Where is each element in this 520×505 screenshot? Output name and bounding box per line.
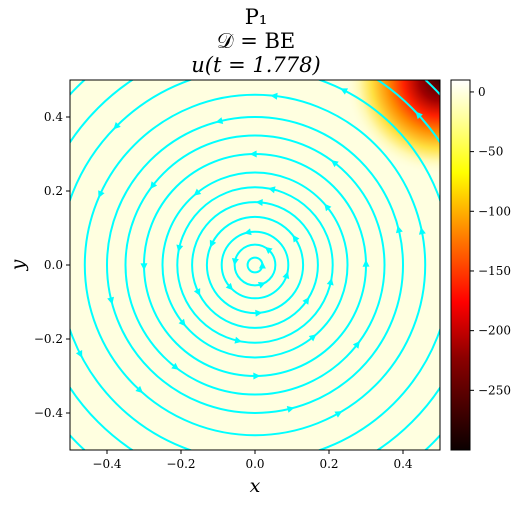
streamline-arrow [118, 474, 126, 481]
streamline-arrow [231, 258, 239, 266]
streamline-arrow [486, 166, 492, 174]
chart-title: P₁ 𝒟 = BE u(t = 1.778) [191, 5, 320, 77]
streamline [176, 186, 334, 344]
streamline-arrow [264, 246, 273, 254]
y-axis-label: y [7, 259, 29, 271]
field-minimum-region [345, 80, 440, 175]
streamline-arrow [282, 271, 290, 280]
streamline-arrow [31, 287, 38, 294]
x-axis-label: x [250, 475, 261, 497]
streamline-arrow [324, 203, 332, 212]
title-line-2: 𝒟 = BE [217, 29, 295, 53]
streamline-arrow [270, 92, 278, 100]
streamline-arrow [209, 239, 217, 248]
streamline [161, 171, 349, 359]
streamline-arrow [178, 318, 186, 327]
streamline-arrow [258, 261, 266, 269]
streamline-arrow [292, 234, 300, 243]
streamline [124, 134, 386, 396]
streamline-arrow [302, 297, 310, 305]
streamline-arrow [140, 263, 148, 271]
colorbar-tick-label: −200 [478, 324, 511, 338]
streamline-arrow [234, 336, 243, 344]
colorbar-ticks: 0 −50 −100 −150 −200 −250 [470, 85, 511, 397]
plot-area: −0.4 −0.2 0.0 0.2 0.4 −0.4 −0.2 0.0 0.2 0.4 [8, 10, 492, 486]
x-tick-label: 0.4 [393, 457, 412, 471]
y-tick-label: −0.4 [34, 406, 64, 420]
streamline [106, 116, 404, 414]
streamline-arrow [176, 244, 184, 253]
streamline-arrow [244, 228, 252, 236]
y-tick-label: 0.2 [44, 184, 63, 198]
streamline [205, 215, 305, 315]
streamline-arrow [255, 198, 263, 206]
streamline-arrow [135, 385, 143, 394]
streamline-arrow [75, 350, 83, 358]
streamline-arrow [253, 372, 261, 380]
colorbar-gradient [450, 79, 471, 451]
streamline-arrow [215, 117, 224, 124]
colorbar-tick-label: −50 [478, 145, 503, 159]
streamline-arrow [362, 259, 370, 267]
y-axis: −0.4 −0.2 0.0 0.2 0.4 [34, 110, 70, 420]
colorbar-tick-label: −150 [478, 264, 511, 278]
streamline-arrow [107, 296, 114, 305]
x-tick-label: −0.2 [166, 457, 195, 471]
streamline-arrow [255, 309, 263, 317]
streamline-arrow [282, 456, 289, 463]
streamline-arrow [267, 186, 276, 194]
streamline-arrow [352, 341, 360, 349]
streamline-arrow [444, 370, 450, 378]
streamline-arrow [415, 111, 423, 120]
streamline-arrow [286, 406, 295, 413]
streamline [191, 201, 319, 329]
colorbar-tick-label: −100 [478, 204, 511, 218]
x-axis: −0.4 −0.2 0.0 0.2 0.4 [92, 450, 413, 471]
streamline-arrow [418, 227, 426, 235]
streamline-arrow [232, 10, 239, 17]
streamline-arrow [331, 160, 339, 168]
x-tick-label: −0.4 [92, 457, 122, 471]
streamline-arrow [225, 282, 234, 291]
streamline-arrow [193, 288, 201, 296]
y-tick-label: 0.0 [44, 258, 63, 272]
streamline-arrow [208, 479, 216, 486]
streamline-arrow [113, 121, 121, 130]
streamline [220, 230, 290, 300]
streamline-arrow [159, 59, 167, 65]
streamline-arrow [8, 201, 15, 209]
streamline-arrow [171, 362, 179, 370]
colorbar-tick-label: −250 [478, 383, 511, 397]
title-line-1: P₁ [245, 5, 268, 29]
streamline-arrow [334, 411, 343, 418]
streamline-arrow [193, 188, 202, 196]
streamline-arrow [340, 88, 349, 95]
streamlines [8, 10, 492, 486]
streamline-arrow [257, 281, 266, 289]
streamline-arrow [249, 150, 257, 158]
title-line-3: u(t = 1.778) [191, 53, 320, 77]
streamline-arrow [326, 277, 334, 286]
colorbar: 0 −50 −100 −150 −200 −250 [450, 79, 511, 451]
x-tick-label: 0.2 [319, 457, 338, 471]
y-tick-label: 0.4 [44, 110, 63, 124]
streamline-arrow [396, 225, 403, 234]
streamline-arrow [98, 190, 105, 199]
colorbar-tick-label: 0 [478, 85, 486, 99]
streamline-arrow [413, 454, 421, 461]
streamline [83, 93, 427, 437]
streamline-arrow [308, 334, 317, 342]
x-tick-label: 0.0 [245, 457, 264, 471]
streamline-arrow [150, 181, 158, 189]
y-tick-label: −0.2 [34, 332, 63, 346]
